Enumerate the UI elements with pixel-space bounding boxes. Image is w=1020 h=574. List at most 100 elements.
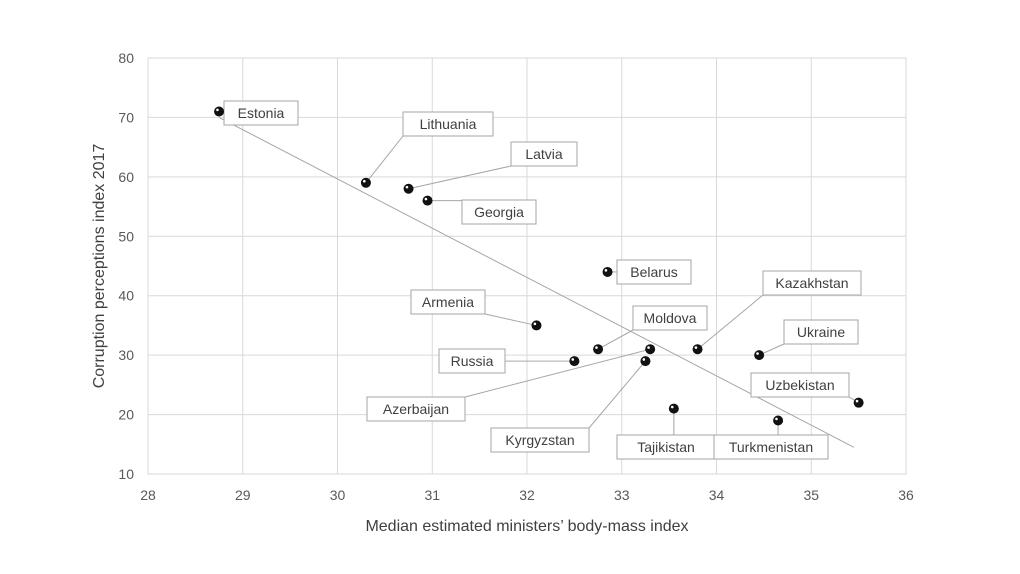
x-tick-label: 33 [614,487,630,503]
y-axis-ticks: 10 20 30 40 50 60 70 80 [118,50,134,482]
label-kazakhstan: Kazakhstan [762,270,862,296]
label-estonia: Estonia [223,100,299,126]
point-highlight-moldova [595,346,598,349]
label-box-estonia [223,100,299,126]
point-lithuania [360,177,371,188]
plot-area [147,57,907,475]
x-tick-label: 29 [235,487,251,503]
label-russia: Russia [438,348,506,374]
y-tick-label: 70 [118,109,134,125]
point-marker-uzbekistan [853,397,864,408]
label-text-uzbekistan: Uzbekistan [765,377,834,393]
label-azerbaijan: Azerbaijan [366,396,466,422]
y-axis-title: Corruption perceptions index 2017 [91,144,108,389]
x-tick-label: 30 [330,487,346,503]
point-marker-estonia [214,106,225,117]
label-lithuania: Lithuania [402,111,494,137]
point-highlight-tajikistan [670,405,674,409]
label-box-uzbekistan [750,372,850,398]
label-text-latvia: Latvia [525,146,563,162]
point-highlight-uzbekistan [855,399,859,403]
point-latvia [403,183,414,194]
point-marker-azerbaijan [645,344,656,355]
point-highlight-georgia [424,197,428,201]
y-tick-label: 80 [118,50,134,66]
y-tick-label: 50 [118,228,134,244]
label-text-armenia: Armenia [422,294,474,310]
leader-moldova [597,329,634,350]
label-tajikistan: Tajikistan [616,434,716,460]
data-points [214,106,864,426]
point-ukraine [754,350,765,361]
point-uzbekistan [853,397,864,408]
label-ukraine: Ukraine [783,319,859,345]
label-box-azerbaijan [366,396,466,422]
label-text-georgia: Georgia [474,204,524,220]
point-marker-turkmenistan [773,415,784,426]
point-tajikistan [668,403,679,414]
label-text-tajikistan: Tajikistan [637,439,695,455]
point-marker-russia [569,356,580,367]
label-box-latvia [510,141,578,167]
label-uzbekistan: Uzbekistan [750,372,850,398]
leader-latvia [408,165,512,190]
point-marker-georgia [422,195,433,206]
y-tick-label: 30 [118,347,134,363]
leader-kyrgyzstan [588,360,646,429]
point-estonia [214,106,225,117]
label-box-kyrgyzstan [490,427,590,453]
label-moldova: Moldova [632,305,708,331]
label-text-russia: Russia [451,353,494,369]
point-kyrgyzstan [640,356,651,367]
leader-azerbaijan [464,348,651,398]
x-tick-label: 34 [709,487,725,503]
point-marker-latvia [403,183,414,194]
label-box-armenia [410,289,486,315]
label-text-estonia: Estonia [238,105,285,121]
leader-kazakhstan [697,294,764,350]
label-georgia: Georgia [461,199,537,225]
point-georgia [422,195,433,206]
point-marker-belarus [602,266,613,277]
label-turkmenistan: Turkmenistan [713,434,829,460]
label-text-kyrgyzstan: Kyrgyzstan [505,432,574,448]
x-tick-label: 32 [519,487,535,503]
x-tick-label: 31 [424,487,440,503]
label-box-belarus [616,259,692,285]
y-tick-label: 40 [118,288,134,304]
point-highlight-russia [571,358,575,361]
point-russia [569,356,580,367]
y-tick-label: 20 [118,407,134,423]
label-latvia: Latvia [510,141,578,167]
point-marker-tajikistan [668,403,679,414]
label-text-belarus: Belarus [630,264,677,280]
point-moldova [593,344,604,355]
point-turkmenistan [773,415,784,426]
point-highlight-armenia [533,322,537,326]
label-text-moldova: Moldova [644,310,697,326]
trend-line [218,116,855,448]
x-axis-ticks: 28 29 30 31 32 33 34 35 36 [140,487,914,503]
label-text-ukraine: Ukraine [797,324,845,340]
label-text-lithuania: Lithuania [420,116,477,132]
label-text-azerbaijan: Azerbaijan [383,401,449,417]
label-box-turkmenistan [713,434,829,460]
label-text-kazakhstan: Kazakhstan [775,275,848,291]
point-highlight-estonia [216,108,219,112]
label-box-kazakhstan [762,270,862,296]
point-marker-armenia [531,320,542,331]
x-tick-label: 35 [803,487,819,503]
y-tick-label: 60 [118,169,134,185]
label-armenia: Armenia [410,289,486,315]
point-belarus [602,266,613,277]
label-belarus: Belarus [616,259,692,285]
point-highlight-latvia [405,185,409,189]
label-box-ukraine [783,319,859,345]
label-box-georgia [461,199,537,225]
label-box-lithuania [402,111,494,137]
point-highlight-azerbaijan [647,346,650,349]
point-marker-lithuania [360,177,371,188]
point-marker-kyrgyzstan [640,356,651,367]
label-box-russia [438,348,506,374]
